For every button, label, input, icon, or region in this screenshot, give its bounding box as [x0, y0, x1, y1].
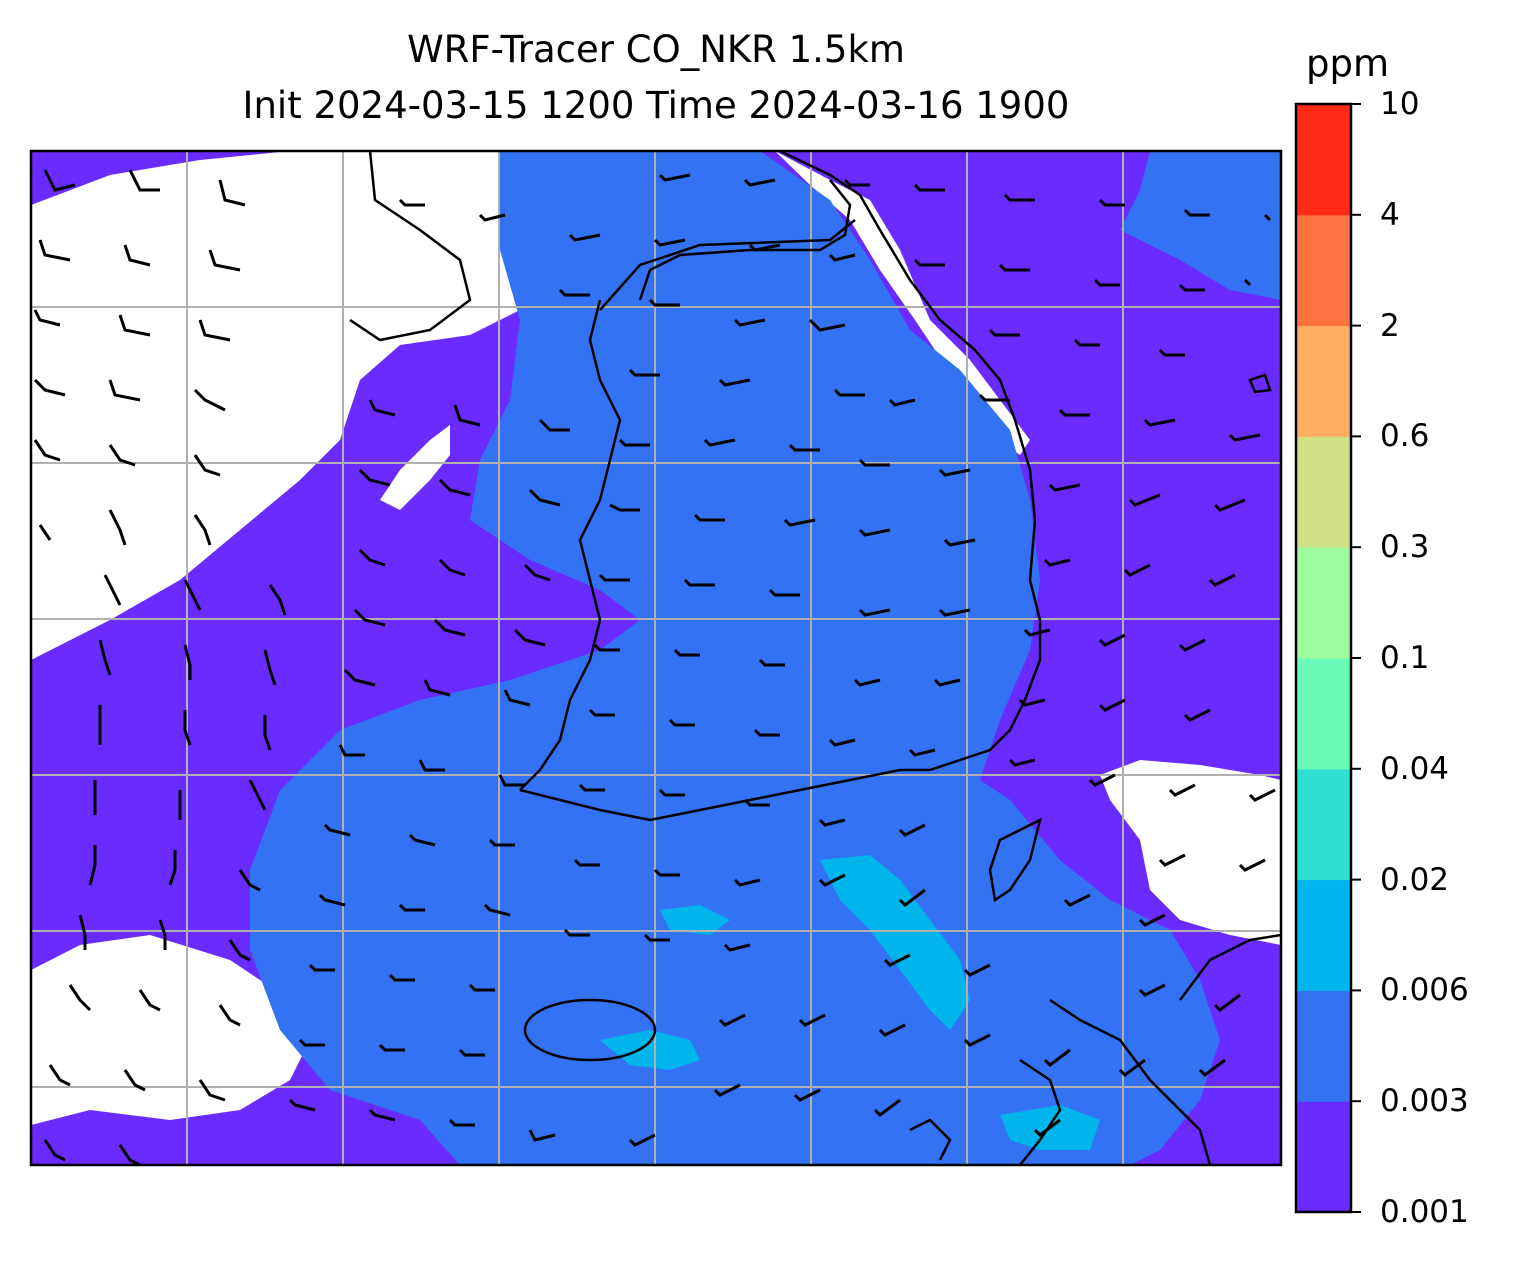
map-plot-area — [31, 151, 1281, 1165]
colorbar-segment — [1296, 879, 1351, 991]
coastline-tsushima — [988, 817, 1042, 903]
below-range-region-southwest — [31, 935, 310, 1125]
colorbar-segment — [1296, 768, 1351, 881]
field-mid-region-northeast — [1120, 151, 1281, 300]
field-high-patch-center — [820, 855, 970, 1030]
wind-barbs — [33, 169, 1276, 1165]
colorbar-unit-label: ppm — [1306, 42, 1390, 85]
coastline-japan-kyushu-west — [1019, 1058, 1062, 1165]
colorbar-tick-label: 4 — [1380, 196, 1400, 233]
coastline-korean-peninsula-west — [519, 299, 622, 791]
coastlines — [349, 151, 1281, 1165]
field-high-patch-south — [600, 1030, 700, 1070]
colorbar-ticks — [1351, 103, 1361, 1213]
coastline-liaodong — [349, 151, 472, 342]
map-title-line1: WRF-Tracer CO_NKR 1.5km — [407, 28, 905, 71]
colorbar-tick-label: 0.3 — [1380, 529, 1430, 566]
coastline-northeast-island — [1248, 373, 1272, 394]
colorbar-tick-label: 0.001 — [1380, 1194, 1469, 1230]
colorbar-segment — [1296, 325, 1351, 437]
colorbar-tick-label: 0.006 — [1380, 972, 1469, 1009]
colorbar-tick-label: 2 — [1380, 307, 1400, 344]
colorbar-segment — [1296, 1101, 1351, 1213]
colorbar-tick-label: 0.6 — [1380, 418, 1430, 455]
below-range-region-east — [1100, 760, 1281, 945]
colorbar-tick-label: 0.02 — [1380, 861, 1450, 898]
colorbar — [1296, 104, 1351, 1213]
colorbar-segment — [1296, 547, 1351, 659]
colorbar-segment — [1296, 214, 1351, 327]
below-range-region-northwest — [31, 151, 620, 660]
map-title-line2: Init 2024-03-15 1200 Time 2024-03-16 190… — [242, 84, 1070, 127]
coastline-north-bay — [638, 179, 852, 301]
field-high-patch-west — [660, 905, 730, 935]
colorbar-tick-label: 0.04 — [1380, 750, 1450, 787]
colorbar-segment — [1296, 436, 1351, 548]
colorbar-segment — [1296, 104, 1351, 216]
colorbar-tick-label: 10 — [1380, 86, 1420, 122]
colorbar-tick-label: 0.1 — [1380, 640, 1430, 676]
colorbar-segment — [1296, 990, 1351, 1102]
colorbar-segment — [1296, 658, 1351, 770]
coastline-kyushu — [1049, 998, 1212, 1165]
coastline-north-bay-2 — [599, 219, 856, 311]
map-frame — [29, 149, 1283, 1167]
colorbar-tick-label: 0.003 — [1380, 1083, 1469, 1120]
coastline-south-archipelago — [519, 768, 930, 822]
coastline-jeju-island — [523, 998, 657, 1062]
coastline-south-islands — [909, 1118, 952, 1161]
coastline-japan-honshu — [1179, 933, 1281, 1001]
below-range-region-island — [380, 425, 450, 510]
coastline-korean-peninsula-east — [779, 151, 1042, 772]
